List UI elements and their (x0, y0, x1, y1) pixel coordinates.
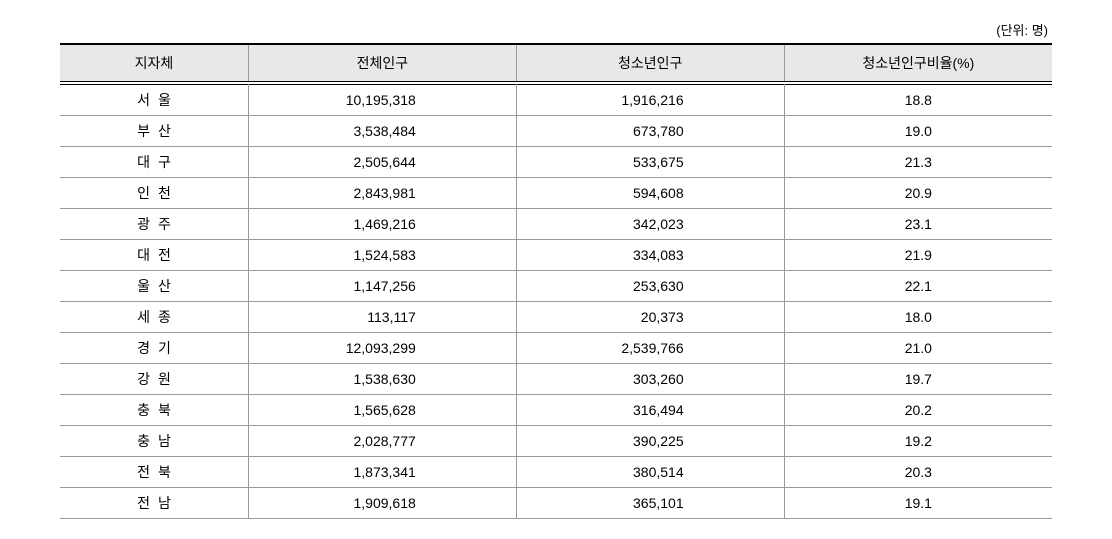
col-header-ratio: 청소년인구비율(%) (784, 44, 1052, 82)
cell-region: 광주 (60, 209, 248, 240)
table-row: 세종113,11720,37318.0 (60, 302, 1052, 333)
cell-youth: 533,675 (516, 147, 784, 178)
cell-total: 1,147,256 (248, 271, 516, 302)
cell-total: 1,565,628 (248, 395, 516, 426)
cell-total: 2,843,981 (248, 178, 516, 209)
cell-total: 1,873,341 (248, 457, 516, 488)
col-header-total: 전체인구 (248, 44, 516, 82)
cell-youth: 253,630 (516, 271, 784, 302)
cell-ratio: 20.9 (784, 178, 1052, 209)
cell-total: 1,524,583 (248, 240, 516, 271)
table-row: 서울10,195,3181,916,21618.8 (60, 85, 1052, 116)
population-table: 지자체 전체인구 청소년인구 청소년인구비율(%) 서울10,195,3181,… (60, 43, 1052, 519)
cell-region: 울산 (60, 271, 248, 302)
table-row: 인천2,843,981594,60820.9 (60, 178, 1052, 209)
cell-region: 전북 (60, 457, 248, 488)
table-row: 전북1,873,341380,51420.3 (60, 457, 1052, 488)
cell-total: 10,195,318 (248, 85, 516, 116)
cell-ratio: 18.8 (784, 85, 1052, 116)
cell-ratio: 19.7 (784, 364, 1052, 395)
cell-youth: 2,539,766 (516, 333, 784, 364)
unit-label: (단위: 명) (60, 20, 1052, 39)
cell-youth: 342,023 (516, 209, 784, 240)
table-row: 강원1,538,630303,26019.7 (60, 364, 1052, 395)
table-row: 충북1,565,628316,49420.2 (60, 395, 1052, 426)
cell-ratio: 19.2 (784, 426, 1052, 457)
cell-ratio: 20.3 (784, 457, 1052, 488)
cell-total: 2,505,644 (248, 147, 516, 178)
cell-total: 12,093,299 (248, 333, 516, 364)
table-row: 광주1,469,216342,02323.1 (60, 209, 1052, 240)
cell-total: 113,117 (248, 302, 516, 333)
cell-total: 3,538,484 (248, 116, 516, 147)
cell-region: 충북 (60, 395, 248, 426)
cell-region: 대전 (60, 240, 248, 271)
cell-region: 대구 (60, 147, 248, 178)
table-header-row: 지자체 전체인구 청소년인구 청소년인구비율(%) (60, 44, 1052, 82)
cell-ratio: 18.0 (784, 302, 1052, 333)
col-header-youth: 청소년인구 (516, 44, 784, 82)
cell-ratio: 20.2 (784, 395, 1052, 426)
cell-region: 경기 (60, 333, 248, 364)
table-row: 대전1,524,583334,08321.9 (60, 240, 1052, 271)
cell-ratio: 21.0 (784, 333, 1052, 364)
table-row: 부산3,538,484673,78019.0 (60, 116, 1052, 147)
cell-ratio: 21.9 (784, 240, 1052, 271)
cell-youth: 303,260 (516, 364, 784, 395)
cell-ratio: 19.0 (784, 116, 1052, 147)
cell-youth: 20,373 (516, 302, 784, 333)
cell-region: 인천 (60, 178, 248, 209)
cell-ratio: 21.3 (784, 147, 1052, 178)
cell-region: 세종 (60, 302, 248, 333)
cell-youth: 316,494 (516, 395, 784, 426)
cell-ratio: 22.1 (784, 271, 1052, 302)
table-row: 충남2,028,777390,22519.2 (60, 426, 1052, 457)
col-header-region: 지자체 (60, 44, 248, 82)
cell-youth: 334,083 (516, 240, 784, 271)
table-row: 울산1,147,256253,63022.1 (60, 271, 1052, 302)
cell-total: 2,028,777 (248, 426, 516, 457)
cell-ratio: 23.1 (784, 209, 1052, 240)
table-row: 경기12,093,2992,539,76621.0 (60, 333, 1052, 364)
cell-total: 1,469,216 (248, 209, 516, 240)
cell-region: 서울 (60, 85, 248, 116)
cell-youth: 390,225 (516, 426, 784, 457)
cell-youth: 380,514 (516, 457, 784, 488)
cell-youth: 1,916,216 (516, 85, 784, 116)
cell-youth: 673,780 (516, 116, 784, 147)
cell-youth: 594,608 (516, 178, 784, 209)
cell-region: 충남 (60, 426, 248, 457)
table-row: 대구2,505,644533,67521.3 (60, 147, 1052, 178)
cell-region: 부산 (60, 116, 248, 147)
cell-region: 강원 (60, 364, 248, 395)
cell-total: 1,538,630 (248, 364, 516, 395)
